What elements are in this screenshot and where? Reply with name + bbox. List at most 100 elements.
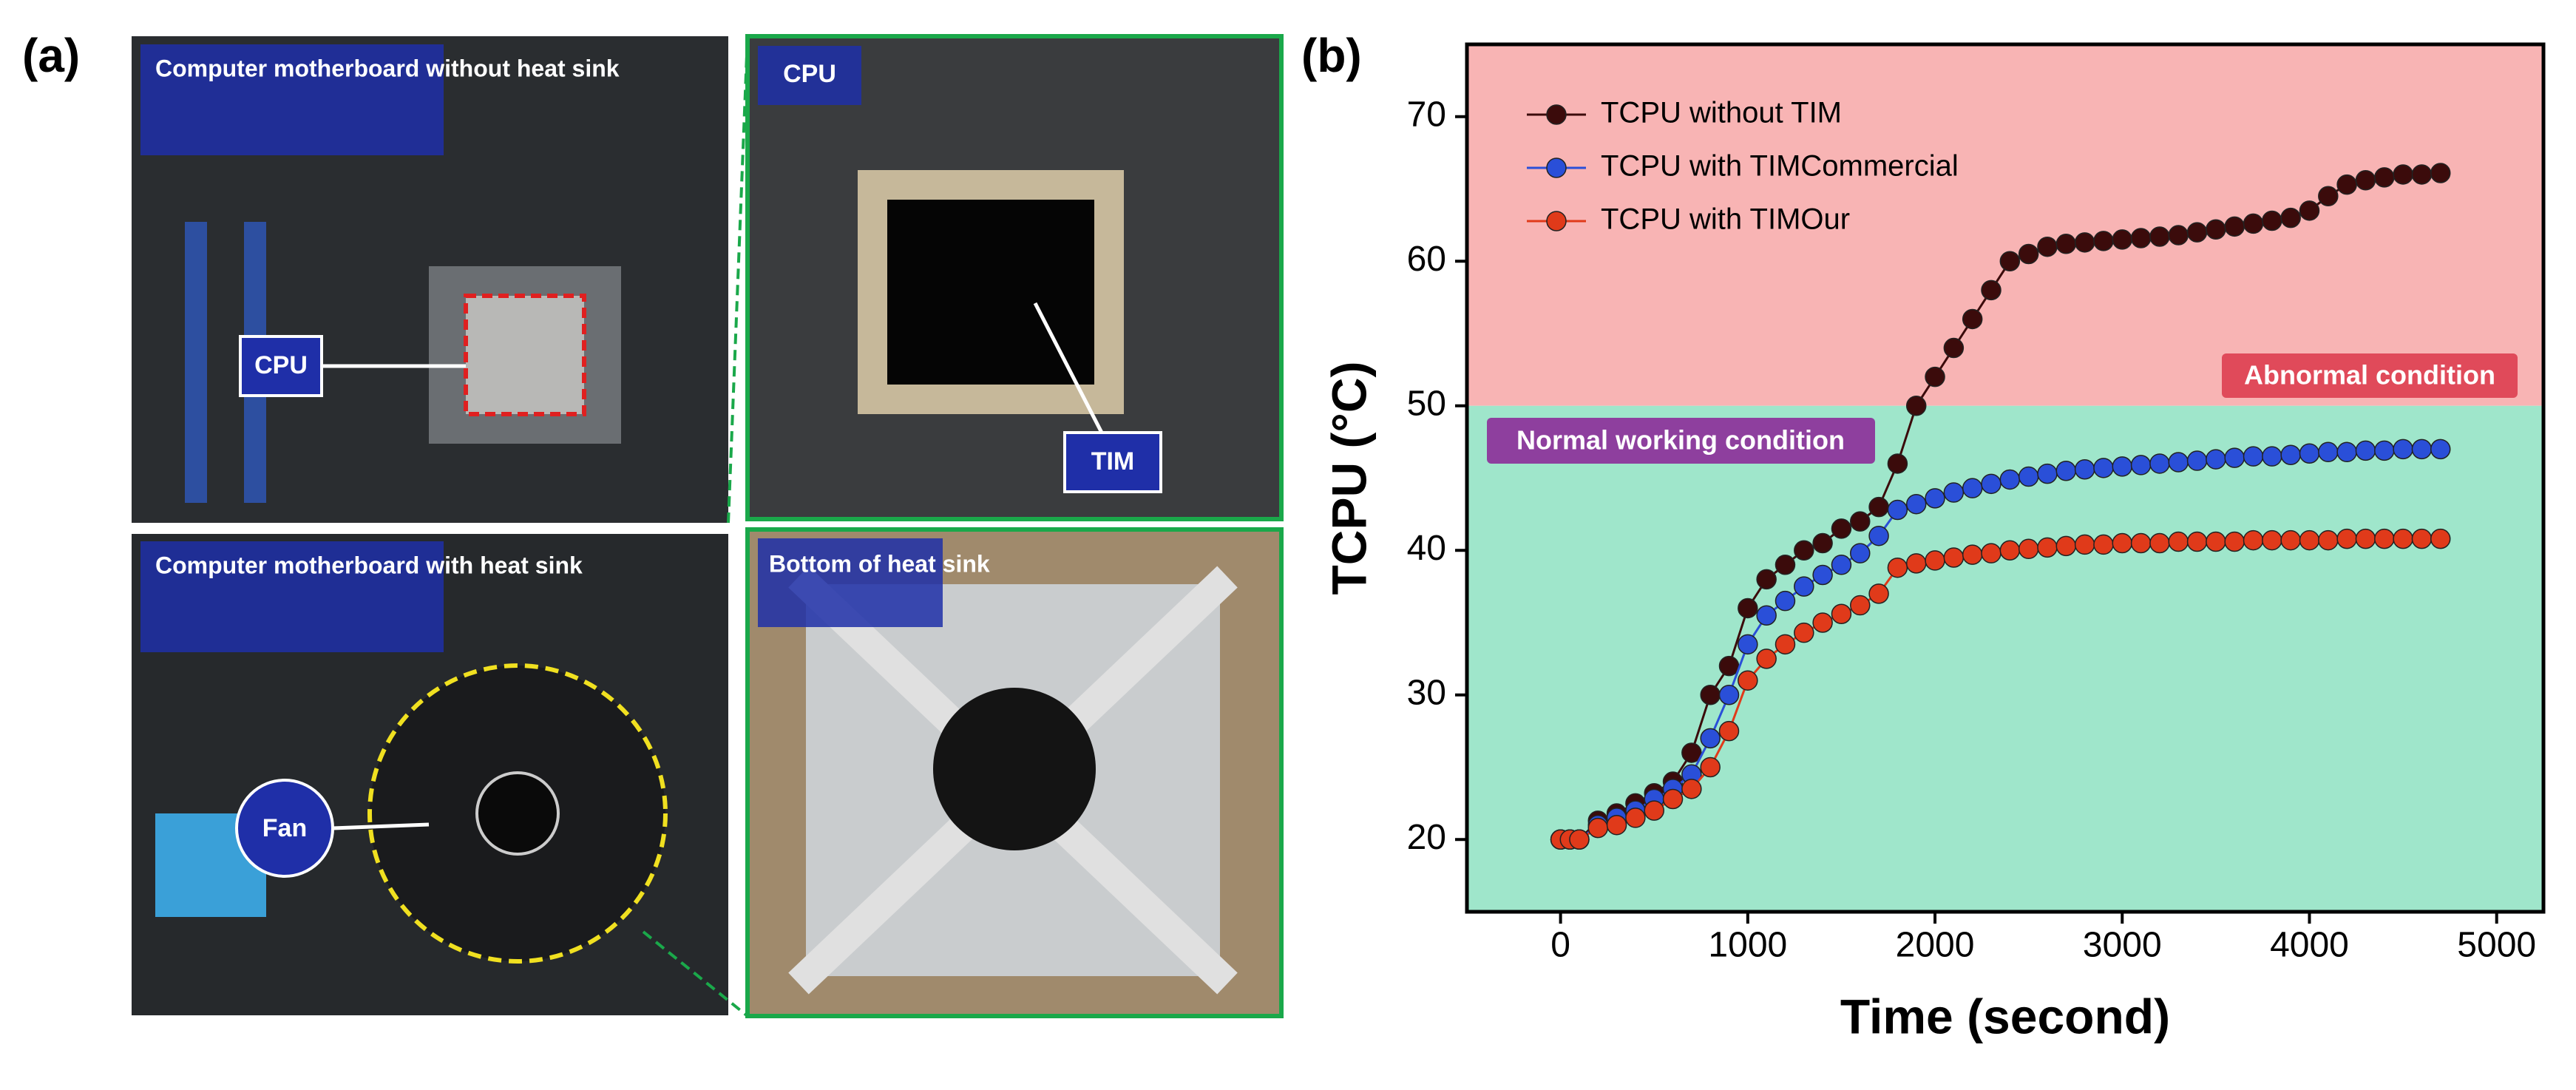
- data-point: [1756, 569, 1777, 590]
- data-point: [2224, 216, 2245, 237]
- data-point: [2411, 439, 2433, 460]
- data-point: [2411, 528, 2433, 549]
- data-point: [1775, 555, 1796, 575]
- data-point: [1962, 308, 1983, 330]
- data-point: [2224, 531, 2245, 552]
- data-point: [1925, 366, 1945, 387]
- data-point: [2037, 537, 2058, 558]
- data-point: [2093, 534, 2114, 555]
- data-point: [2393, 439, 2413, 460]
- data-point: [2393, 164, 2413, 185]
- plot-frame: [1465, 42, 2546, 914]
- data-point: [1756, 649, 1777, 669]
- photo-label: Computer motherboard without heat sink: [155, 55, 620, 81]
- data-point: [1905, 493, 1927, 515]
- y-axis-label: TCPU (°C): [1321, 361, 1376, 595]
- region-normal: [1467, 405, 2543, 912]
- region-abnormal: [1467, 44, 2543, 406]
- data-point: [2055, 460, 2077, 481]
- data-point: [1700, 728, 1721, 749]
- data-point: [2130, 228, 2152, 248]
- data-point: [2280, 444, 2301, 465]
- data-point: [2262, 446, 2282, 467]
- data-point: [2168, 452, 2189, 473]
- data-point: [2018, 243, 2039, 265]
- data-point: [1738, 634, 1758, 655]
- y-tick-label: 30: [1407, 673, 1446, 712]
- legend-label: TCPU without TIM: [1601, 97, 1842, 129]
- data-point: [2130, 532, 2152, 554]
- y-tick-label: 20: [1407, 818, 1446, 857]
- data-point: [2299, 200, 2320, 221]
- data-point: [1925, 488, 1945, 509]
- data-point: [1738, 598, 1758, 619]
- y-tick-label: 40: [1407, 529, 1446, 568]
- data-point: [2112, 229, 2133, 250]
- x-tick-label: 5000: [2457, 926, 2536, 965]
- photo-bottom-left: Computer motherboard with heat sink Fan: [132, 534, 728, 1015]
- data-point: [1905, 553, 1927, 574]
- data-point: [2037, 463, 2058, 484]
- annotation: Normal working condition: [1516, 425, 1845, 456]
- data-point: [1662, 788, 1684, 810]
- data-point: [2318, 441, 2339, 463]
- data-point: [1718, 685, 1740, 705]
- data-point: [2037, 236, 2058, 257]
- data-point: [2243, 446, 2264, 467]
- data-point: [2355, 528, 2376, 549]
- data-point: [1962, 544, 1983, 565]
- data-point: [2336, 528, 2357, 549]
- data-point: [1887, 453, 1908, 474]
- data-point: [2206, 449, 2226, 470]
- data-point: [2299, 443, 2320, 464]
- data-point: [2206, 531, 2226, 552]
- data-point: [1831, 518, 1852, 539]
- annotation: Abnormal condition: [2244, 360, 2495, 390]
- photo-label: Computer motherboard with heat sink: [155, 552, 583, 578]
- data-point: [1625, 808, 1646, 828]
- data-point: [1868, 525, 1889, 546]
- data-point: [2336, 174, 2357, 195]
- data-point: [2299, 529, 2320, 551]
- data-point: [2149, 532, 2170, 554]
- data-point: [2393, 528, 2413, 549]
- data-point: [1850, 511, 1871, 532]
- data-point: [1999, 251, 2021, 271]
- annotation-box: [1487, 418, 1875, 464]
- x-axis-label: Time (second): [1840, 989, 2170, 1043]
- panel-label: (a): [22, 29, 80, 82]
- data-point: [1981, 473, 2002, 495]
- data-point: [2149, 226, 2170, 247]
- data-point: [1700, 685, 1721, 705]
- data-point: [2093, 458, 2114, 478]
- x-tick-label: 2000: [1896, 926, 1975, 965]
- data-point: [2168, 531, 2189, 552]
- data-point: [2318, 186, 2339, 207]
- data-point: [2093, 231, 2114, 251]
- data-point: [2074, 232, 2095, 253]
- data-point: [2074, 459, 2095, 480]
- data-point: [1587, 817, 1609, 839]
- y-tick-label: 70: [1407, 95, 1446, 134]
- data-point: [2168, 225, 2189, 246]
- data-point: [2074, 534, 2095, 555]
- x-tick-label: 1000: [1708, 926, 1787, 965]
- data-point: [2018, 466, 2039, 487]
- data-point: [2055, 234, 2077, 254]
- data-point: [1681, 779, 1702, 799]
- y-tick-label: 50: [1407, 384, 1446, 423]
- data-point: [1887, 557, 1908, 578]
- data-point: [1681, 742, 1702, 763]
- data-point: [2262, 529, 2282, 551]
- legend-marker: [1546, 211, 1567, 231]
- data-point: [1868, 583, 1889, 604]
- data-point: [2318, 529, 2339, 551]
- photo-bottom-right: Bottom of heat sink: [745, 527, 1284, 1018]
- data-point: [1794, 622, 1814, 643]
- data-point: [2186, 222, 2208, 243]
- photo-label: CPU: [254, 351, 308, 379]
- data-point: [2243, 529, 2264, 551]
- data-point: [2224, 447, 2245, 468]
- legend-marker: [1546, 158, 1567, 178]
